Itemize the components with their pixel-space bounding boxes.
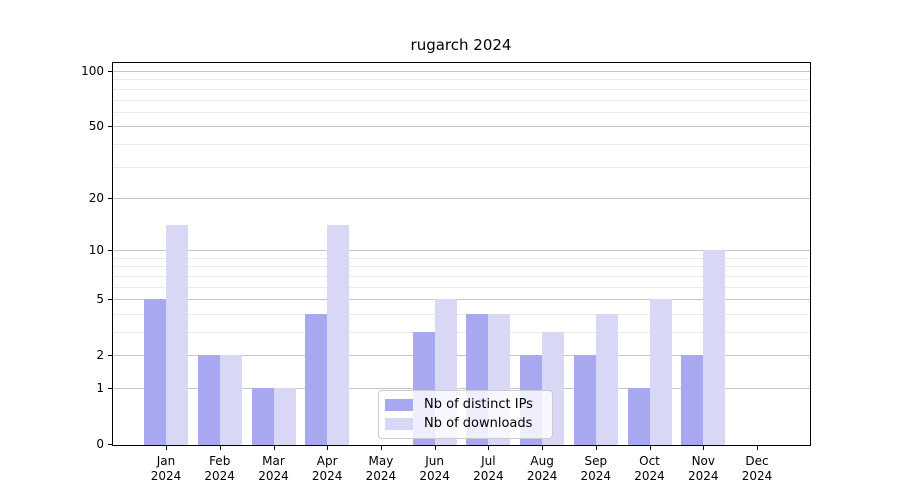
x-axis-tick-label: Jul 2024 bbox=[473, 454, 504, 483]
x-tick-mark bbox=[542, 446, 544, 450]
major-gridline bbox=[113, 71, 810, 72]
x-axis-tick-label: May 2024 bbox=[365, 454, 397, 483]
minor-gridline bbox=[113, 88, 810, 90]
minor-gridline bbox=[113, 99, 810, 101]
x-tick-mark bbox=[703, 446, 705, 450]
y-axis-tick-label: 100 bbox=[81, 64, 104, 78]
y-axis-tick-label: 1 bbox=[96, 381, 104, 395]
x-tick-mark bbox=[434, 446, 436, 450]
x-tick-mark bbox=[488, 446, 490, 450]
bar-distinct-ips bbox=[573, 355, 596, 445]
chart-title: rugarch 2024 bbox=[410, 36, 512, 54]
major-gridline bbox=[113, 299, 810, 301]
bar-downloads bbox=[327, 225, 350, 445]
x-axis-tick-label: Dec 2024 bbox=[741, 454, 773, 483]
x-axis-tick-label: Apr 2024 bbox=[311, 454, 343, 483]
x-axis-tick-label: Aug 2024 bbox=[526, 454, 558, 483]
bar-distinct-ips bbox=[627, 388, 650, 445]
minor-gridline bbox=[113, 266, 810, 268]
bar-downloads bbox=[219, 355, 242, 445]
legend-item-downloads: Nb of downloads bbox=[385, 417, 543, 431]
y-tick-mark bbox=[108, 444, 112, 445]
bar-downloads bbox=[649, 299, 672, 445]
x-tick-mark bbox=[595, 446, 597, 450]
major-gridline bbox=[113, 250, 810, 252]
y-tick-mark bbox=[108, 388, 112, 389]
major-gridline bbox=[113, 355, 810, 357]
y-axis-tick-label: 5 bbox=[96, 292, 104, 307]
minor-gridline bbox=[113, 166, 810, 168]
y-axis-tick-label: 0 bbox=[96, 437, 104, 451]
minor-gridline bbox=[113, 111, 810, 113]
bar-distinct-ips bbox=[251, 388, 274, 445]
y-axis-tick-label: 20 bbox=[88, 190, 104, 205]
x-tick-mark bbox=[649, 446, 651, 450]
x-tick-mark bbox=[380, 446, 382, 450]
legend-label-downloads: Nb of downloads bbox=[424, 416, 533, 431]
minor-gridline bbox=[113, 143, 810, 145]
x-axis-tick-label: Jan 2024 bbox=[150, 454, 182, 483]
major-gridline bbox=[113, 197, 810, 199]
major-gridline bbox=[113, 126, 810, 128]
y-tick-mark bbox=[108, 197, 112, 199]
bar-downloads bbox=[166, 225, 188, 445]
minor-gridline bbox=[113, 313, 810, 315]
y-tick-mark bbox=[108, 299, 112, 301]
legend: Nb of distinct IPs Nb of downloads bbox=[378, 390, 553, 439]
x-axis-tick-label: Jun 2024 bbox=[419, 454, 450, 483]
legend-swatch-downloads bbox=[385, 418, 413, 430]
minor-gridline bbox=[113, 79, 810, 81]
bar-downloads bbox=[273, 388, 296, 445]
x-tick-mark bbox=[757, 446, 758, 450]
y-axis-tick-label: 10 bbox=[88, 243, 104, 258]
x-tick-mark bbox=[166, 446, 167, 450]
minor-gridline bbox=[113, 257, 810, 259]
legend-item-distinct-ips: Nb of distinct IPs bbox=[385, 398, 543, 412]
y-tick-mark bbox=[108, 126, 112, 128]
bar-distinct-ips bbox=[305, 313, 328, 445]
x-tick-mark bbox=[327, 446, 329, 450]
x-axis-tick-label: Mar 2024 bbox=[258, 454, 289, 483]
y-tick-mark bbox=[108, 355, 112, 357]
x-tick-mark bbox=[273, 446, 275, 450]
y-tick-mark bbox=[108, 71, 112, 72]
x-axis-tick-label: Sep 2024 bbox=[580, 454, 612, 483]
plot-area bbox=[112, 62, 811, 446]
legend-swatch-distinct-ips bbox=[385, 399, 413, 411]
x-axis-tick-label: Feb 2024 bbox=[204, 454, 235, 483]
x-axis-tick-label: Nov 2024 bbox=[688, 454, 719, 483]
x-axis-tick-label: Oct 2024 bbox=[634, 454, 665, 483]
minor-gridline bbox=[113, 286, 810, 288]
bar-downloads bbox=[703, 250, 726, 445]
bar-distinct-ips bbox=[197, 355, 220, 445]
bar-distinct-ips bbox=[681, 355, 704, 445]
y-tick-mark bbox=[108, 250, 112, 252]
bar-distinct-ips bbox=[144, 299, 166, 445]
x-tick-mark bbox=[219, 446, 221, 450]
major-gridline bbox=[113, 388, 810, 389]
minor-gridline bbox=[113, 275, 810, 277]
legend-label-distinct-ips: Nb of distinct IPs bbox=[424, 397, 533, 412]
y-axis-tick-label: 2 bbox=[96, 348, 104, 363]
y-axis-tick-label: 50 bbox=[88, 119, 104, 134]
minor-gridline bbox=[113, 332, 810, 333]
bar-downloads bbox=[595, 313, 618, 445]
